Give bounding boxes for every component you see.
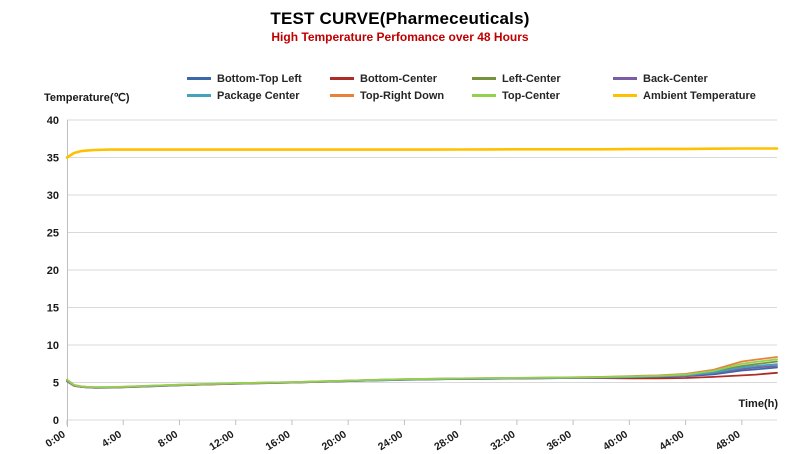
y-tick-label: 40 (47, 115, 59, 127)
legend-line-marker (613, 94, 637, 97)
legend-item-package-center: Package Center (187, 90, 330, 102)
y-tick-label: 10 (47, 340, 59, 352)
y-tick-label: 5 (53, 378, 59, 390)
y-axis-title: Temperature(℃) (44, 92, 130, 104)
series-line-ambient-temperature (65, 147, 779, 159)
legend-item-back-center: Back-Center (613, 73, 793, 85)
x-tick-label: 40:00 (601, 428, 630, 453)
x-tick-label: 8:00 (156, 428, 180, 450)
x-tick-label: 28:00 (432, 428, 461, 453)
x-tick-label: 4:00 (100, 428, 124, 450)
y-tick-label: 25 (47, 228, 59, 240)
legend-line-marker (472, 94, 496, 97)
y-tick-label: 20 (47, 265, 59, 277)
legend: Bottom-Top Left Bottom-Center Left-Center B… (187, 71, 793, 103)
x-axis-title: Time(h) (738, 398, 778, 410)
legend-item-bottom-top-left: Bottom-Top Left (187, 73, 330, 85)
legend-line-marker (187, 94, 211, 97)
legend-item-ambient-temperature: Ambient Temperature (613, 90, 793, 102)
x-tick-label: 16:00 (264, 428, 293, 453)
legend-item-top-right-down: Top-Right Down (330, 90, 472, 102)
legend-line-marker (613, 77, 637, 80)
legend-label: Bottom-Top Left (217, 72, 302, 85)
legend-line-marker (330, 77, 354, 80)
chart-title: TEST CURVE(Pharmeceuticals) (270, 9, 530, 28)
legend-label: Left-Center (502, 72, 561, 85)
x-tick-label: 20:00 (320, 428, 349, 453)
legend-line-marker (472, 77, 496, 80)
legend-item-top-center: Top-Center (472, 90, 613, 102)
x-tick-label: 24:00 (376, 428, 405, 453)
y-tick-label: 15 (47, 303, 59, 315)
legend-label: Top-Center (502, 89, 560, 102)
legend-label: Package Center (217, 89, 300, 102)
x-tick-label: 12:00 (207, 428, 236, 453)
legend-label: Top-Right Down (360, 89, 445, 102)
chart-subtitle: High Temperature Perfomance over 48 Hour… (271, 30, 529, 44)
legend-label: Ambient Temperature (643, 89, 756, 102)
legend-label: Back-Center (643, 72, 708, 85)
series-line-top-center (66, 358, 778, 389)
y-tick-label: 30 (47, 190, 59, 202)
x-tick-label: 0:00 (43, 428, 67, 450)
x-tick-label: 32:00 (488, 428, 517, 453)
x-tick-label: 48:00 (713, 428, 742, 453)
y-tick-label: 35 (47, 153, 59, 165)
x-tick-label: 44:00 (657, 428, 686, 453)
legend-item-bottom-center: Bottom-Center (330, 73, 472, 85)
legend-label: Bottom-Center (360, 72, 437, 85)
y-tick-label: 0 (53, 415, 59, 427)
legend-item-left-center: Left-Center (472, 73, 613, 85)
x-tick-label: 36:00 (545, 428, 574, 453)
legend-line-marker (187, 77, 211, 80)
legend-line-marker (330, 94, 354, 97)
